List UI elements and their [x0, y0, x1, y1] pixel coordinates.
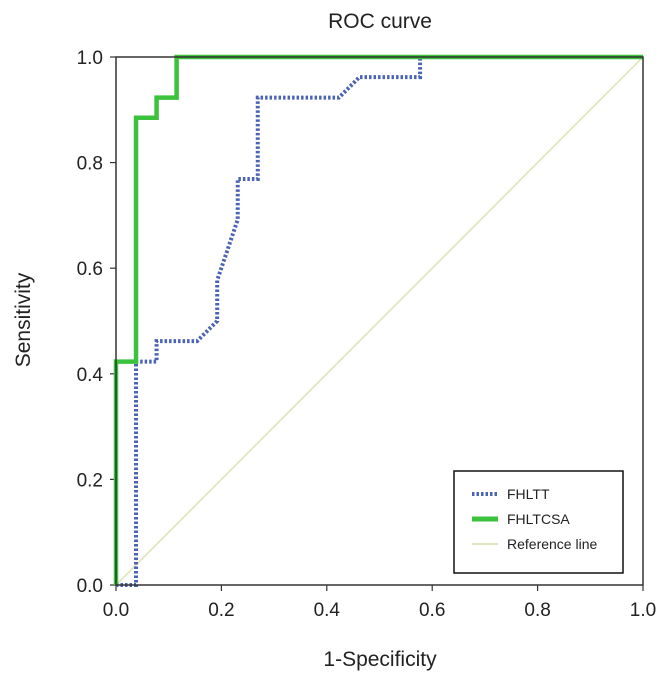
series-fhltt-line — [116, 55, 643, 587]
legend-label-reference: Reference line — [507, 536, 597, 552]
series-fhltcsa-line — [113, 54, 643, 585]
x-tick-label: 1.0 — [630, 600, 656, 621]
legend: FHLTT FHLTCSA Reference line — [453, 470, 624, 574]
y-tick-label: 0.2 — [77, 470, 103, 491]
legend-label-fhltt: FHLTT — [507, 486, 550, 502]
series-reference-line — [115, 56, 644, 586]
plot-frame — [115, 56, 644, 586]
x-tick-label: 0.2 — [208, 600, 234, 621]
legend-box — [453, 470, 624, 574]
y-tick-label: 0.4 — [77, 365, 104, 386]
legend-label-fhltcsa: FHLTCSA — [507, 511, 570, 527]
x-tick-label: 0.0 — [103, 600, 129, 621]
y-axis-label: Sensitivity — [12, 272, 35, 367]
x-tick-label: 0.8 — [524, 600, 550, 621]
x-axis-label: 1-Specificity — [323, 648, 437, 671]
y-tick-label: 0.8 — [77, 154, 103, 175]
chart-title: ROC curve — [328, 10, 432, 33]
y-tick-label: 0.0 — [77, 576, 103, 597]
y-tick-label: 1.0 — [77, 48, 103, 69]
x-tick-label: 0.4 — [314, 600, 341, 621]
x-tick-label: 0.6 — [419, 600, 445, 621]
y-tick-label: 0.6 — [77, 259, 103, 280]
